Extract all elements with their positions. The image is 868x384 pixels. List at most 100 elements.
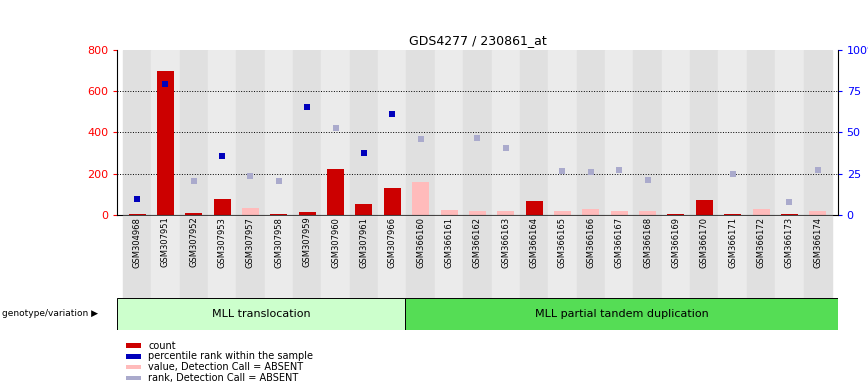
Bar [549, 50, 576, 215]
Bar [464, 50, 491, 215]
Bar [151, 50, 180, 215]
Text: GSM307966: GSM307966 [388, 217, 397, 268]
Bar [746, 50, 775, 215]
Bar [406, 215, 435, 300]
Text: GSM307958: GSM307958 [274, 217, 283, 268]
Bar [435, 215, 464, 300]
Text: GSM366163: GSM366163 [501, 217, 510, 268]
Bar [355, 204, 372, 215]
Bar [208, 215, 236, 300]
Bar [208, 50, 236, 215]
Title: GDS4277 / 230861_at: GDS4277 / 230861_at [409, 34, 546, 47]
Bar [406, 50, 435, 215]
Text: GSM307953: GSM307953 [218, 217, 227, 268]
Bar [634, 50, 661, 215]
Bar [775, 50, 804, 215]
Text: MLL partial tandem duplication: MLL partial tandem duplication [535, 309, 708, 319]
Bar [180, 215, 208, 300]
Text: GSM366169: GSM366169 [672, 217, 681, 268]
Text: GSM366164: GSM366164 [529, 217, 539, 268]
Text: GSM366170: GSM366170 [700, 217, 709, 268]
Text: value, Detection Call = ABSENT: value, Detection Call = ABSENT [148, 362, 304, 372]
Bar [299, 212, 316, 215]
Bar [719, 50, 746, 215]
Bar [804, 215, 832, 300]
Bar [214, 199, 231, 215]
Bar [321, 50, 350, 215]
Bar [236, 215, 265, 300]
Bar [350, 215, 378, 300]
Bar [634, 215, 661, 300]
Bar [582, 209, 600, 215]
Text: GSM307959: GSM307959 [303, 217, 312, 268]
Text: count: count [148, 341, 176, 351]
Bar [236, 50, 265, 215]
Bar [611, 211, 628, 215]
Bar [554, 211, 571, 215]
Bar [746, 215, 775, 300]
Text: GSM366161: GSM366161 [444, 217, 454, 268]
Bar [526, 200, 542, 215]
Bar [520, 215, 549, 300]
Bar [775, 215, 804, 300]
Bar [151, 215, 180, 300]
Bar [378, 215, 406, 300]
Text: GSM366165: GSM366165 [558, 217, 567, 268]
Text: GSM307957: GSM307957 [246, 217, 255, 268]
Bar [690, 215, 719, 300]
Bar [549, 215, 576, 300]
Bar [809, 211, 826, 215]
Bar [576, 50, 605, 215]
Bar [270, 214, 287, 215]
Text: GSM366171: GSM366171 [728, 217, 737, 268]
Text: GSM307952: GSM307952 [189, 217, 198, 268]
Text: rank, Detection Call = ABSENT: rank, Detection Call = ABSENT [148, 373, 299, 383]
Bar [128, 214, 146, 215]
Bar [123, 215, 151, 300]
Bar [242, 208, 259, 215]
Bar [378, 50, 406, 215]
Bar [321, 215, 350, 300]
Text: MLL translocation: MLL translocation [212, 309, 311, 319]
Bar [491, 50, 520, 215]
Bar [605, 50, 634, 215]
Bar [719, 215, 746, 300]
Bar [667, 214, 685, 215]
Bar [605, 215, 634, 300]
Text: genotype/variation ▶: genotype/variation ▶ [2, 310, 98, 318]
Bar [293, 50, 321, 215]
Text: GSM307951: GSM307951 [161, 217, 170, 268]
Bar [441, 210, 457, 215]
Bar [180, 50, 208, 215]
Text: GSM304968: GSM304968 [133, 217, 141, 268]
Bar [661, 50, 690, 215]
Text: percentile rank within the sample: percentile rank within the sample [148, 351, 313, 361]
Bar [491, 215, 520, 300]
Text: GSM366174: GSM366174 [813, 217, 822, 268]
Bar [412, 182, 429, 215]
Text: GSM366168: GSM366168 [643, 217, 652, 268]
Bar [293, 215, 321, 300]
Bar [781, 214, 798, 215]
Text: GSM366166: GSM366166 [587, 217, 595, 268]
Bar [435, 50, 464, 215]
Bar [265, 50, 293, 215]
Bar [497, 211, 514, 215]
Bar [327, 169, 344, 215]
Text: GSM366172: GSM366172 [757, 217, 766, 268]
Bar [661, 215, 690, 300]
Bar [639, 211, 656, 215]
Bar [576, 215, 605, 300]
Bar [520, 50, 549, 215]
Text: GSM366173: GSM366173 [785, 217, 794, 268]
Bar [690, 50, 719, 215]
Text: GSM366162: GSM366162 [473, 217, 482, 268]
Text: GSM366167: GSM366167 [615, 217, 624, 268]
Bar [804, 50, 832, 215]
Bar [696, 200, 713, 215]
Text: GSM307960: GSM307960 [331, 217, 340, 268]
Text: GSM366160: GSM366160 [416, 217, 425, 268]
Text: GSM307961: GSM307961 [359, 217, 368, 268]
Bar [123, 50, 151, 215]
Bar [464, 215, 491, 300]
